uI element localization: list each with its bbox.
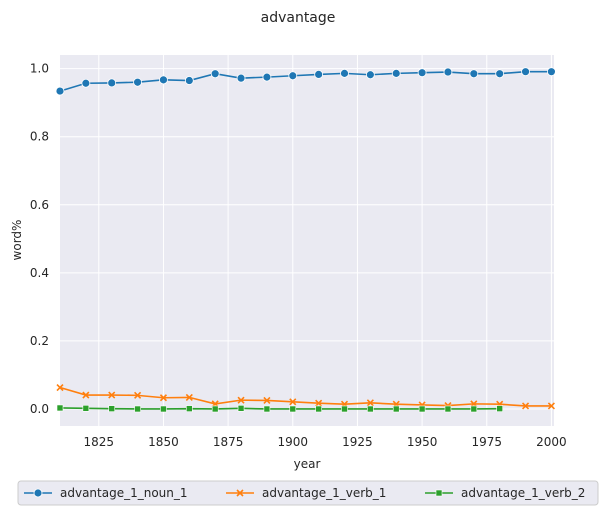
- y-tick-label: 1.0: [30, 62, 49, 76]
- plot-area: [60, 55, 554, 426]
- data-point: [341, 405, 348, 413]
- data-point: [314, 70, 324, 79]
- data-point: [340, 68, 349, 78]
- data-point: [263, 396, 271, 405]
- data-point: [288, 71, 298, 81]
- y-tick-labels: 0.0 0.2 0.4 0.6 0.8 1.0: [30, 62, 49, 416]
- y-tick-label: 0.8: [30, 130, 49, 144]
- data-point: [159, 394, 168, 402]
- data-point: [495, 69, 505, 79]
- data-point: [367, 405, 374, 413]
- data-point: [521, 67, 530, 77]
- x-tick-label: 1900: [278, 435, 309, 449]
- data-point: [237, 396, 245, 404]
- data-point: [470, 405, 478, 413]
- legend-marker: [435, 489, 443, 497]
- data-point: [108, 391, 116, 399]
- legend-marker: [33, 488, 43, 498]
- x-tick-label: 1925: [342, 435, 373, 449]
- data-point: [55, 86, 65, 96]
- y-axis-title: word%: [10, 220, 24, 261]
- y-tick-label: 0.4: [30, 266, 49, 280]
- legend-label: advantage_1_verb_1: [262, 486, 386, 500]
- x-tick-labels: 1825 1850 1875 1900 1925 1950 1975 2000: [84, 435, 567, 449]
- data-point: [443, 67, 453, 77]
- data-point: [366, 399, 374, 407]
- series-line: [59, 407, 500, 410]
- data-point: [134, 405, 141, 413]
- data-point: [160, 405, 167, 413]
- y-tick-label: 0.2: [30, 334, 49, 348]
- data-point: [56, 404, 64, 412]
- data-point: [365, 70, 375, 80]
- x-tick-label: 1975: [471, 435, 502, 449]
- data-point: [159, 75, 168, 85]
- data-point: [210, 69, 220, 79]
- data-point: [289, 405, 297, 413]
- legend: advantage_1_noun_1 advantage_1_verb_1 adva…: [17, 480, 599, 506]
- legend-label: advantage_1_verb_2: [461, 486, 585, 500]
- data-point: [496, 405, 503, 412]
- x-tick-label: 1875: [213, 435, 244, 449]
- series-advantage_1_noun_1: [55, 67, 556, 96]
- data-point: [236, 73, 246, 83]
- legend-label: advantage_1_noun_1: [60, 486, 188, 500]
- data-point: [547, 67, 556, 77]
- data-point: [417, 68, 427, 78]
- data-point: [391, 68, 401, 78]
- series-line: [59, 386, 552, 407]
- data-point: [469, 69, 479, 79]
- y-tick-label: 0.0: [30, 402, 49, 416]
- data-point: [289, 398, 297, 406]
- data-point: [82, 405, 90, 412]
- data-point: [134, 391, 142, 399]
- data-point: [82, 391, 90, 399]
- data-point: [444, 405, 452, 413]
- legend-marker: [236, 489, 244, 497]
- legend-item: advantage_1_verb_1: [226, 486, 386, 500]
- data-point: [547, 402, 555, 410]
- data-point: [211, 405, 219, 413]
- data-point: [108, 405, 116, 412]
- legend-item: advantage_1_verb_2: [425, 486, 585, 500]
- y-tick-label: 0.6: [30, 198, 49, 212]
- data-point: [56, 383, 64, 392]
- chart-title: advantage: [261, 10, 336, 26]
- data-point: [315, 399, 323, 407]
- data-point: [263, 405, 271, 413]
- data-point: [185, 393, 193, 401]
- x-tick-label: 1850: [148, 435, 179, 449]
- x-tick-label: 2000: [536, 435, 567, 449]
- x-tick-label: 1825: [84, 435, 115, 449]
- data-point: [418, 405, 426, 413]
- data-point: [521, 402, 530, 410]
- series-advantage_1_verb_2: [56, 404, 503, 413]
- data-point: [107, 78, 117, 88]
- data-point: [392, 405, 400, 413]
- data-point: [262, 72, 272, 82]
- series-layer: [55, 67, 556, 413]
- legend-items: advantage_1_noun_1 advantage_1_verb_1 adva…: [24, 486, 585, 500]
- data-point: [81, 78, 91, 88]
- x-gridlines: [98, 55, 552, 426]
- legend-item: advantage_1_noun_1: [24, 486, 188, 500]
- data-point: [315, 405, 322, 413]
- x-tick-label: 1950: [407, 435, 438, 449]
- data-point: [133, 77, 142, 87]
- x-axis-title: year: [294, 457, 321, 471]
- data-point: [237, 405, 245, 412]
- legend-frame: [17, 480, 599, 506]
- data-point: [184, 76, 194, 85]
- data-point: [186, 405, 193, 412]
